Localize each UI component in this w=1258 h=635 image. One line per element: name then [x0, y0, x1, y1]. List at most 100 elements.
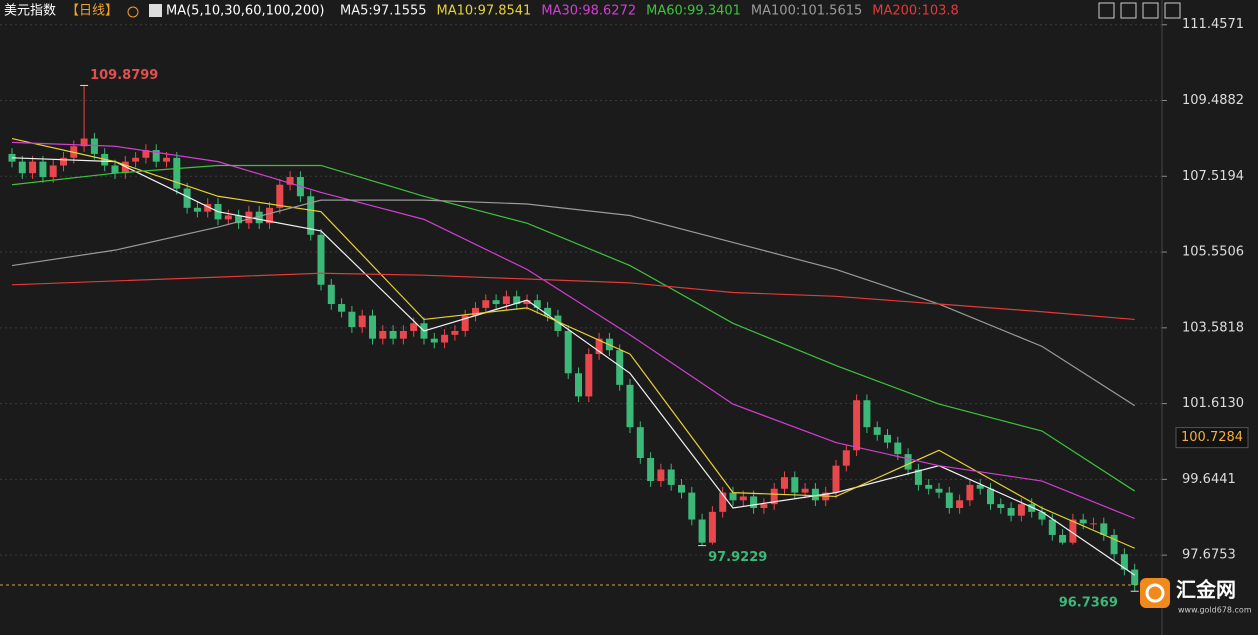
candle-body: [842, 450, 850, 466]
candle-body: [492, 300, 500, 305]
y-tick-label: 111.4571: [1182, 17, 1244, 32]
legend-entry: MA5:97.1555: [340, 4, 427, 19]
candle-body: [956, 500, 964, 508]
ma-icon[interactable]: [149, 4, 162, 17]
candle-body: [657, 469, 665, 482]
candle-body: [554, 315, 562, 331]
legend-entry: MA200:103.8: [872, 4, 959, 19]
candle-body: [739, 496, 747, 501]
candle-body: [533, 300, 541, 308]
logo-icon: [1140, 578, 1170, 608]
toolbar: [1098, 2, 1181, 19]
y-tick-label: 97.6753: [1182, 548, 1236, 563]
candle-body: [307, 196, 315, 235]
ma-line: [11, 157, 1136, 576]
candle-body: [976, 484, 984, 489]
candle-body: [811, 488, 819, 501]
tool-button[interactable]: [1142, 2, 1159, 19]
candle-body: [935, 488, 943, 493]
candle-body: [616, 350, 624, 385]
candle-body: [884, 434, 891, 443]
low-label: 97.9229: [708, 550, 767, 565]
candle-body: [544, 307, 552, 316]
candle-body: [966, 484, 974, 501]
candle-body: [430, 338, 438, 343]
candle-body: [461, 315, 469, 331]
watermark-url: www.gold678.com: [1178, 606, 1252, 615]
candle-body: [678, 484, 685, 493]
candle-body: [338, 304, 346, 312]
candle-body: [770, 488, 778, 505]
candle-body: [729, 492, 737, 501]
candle-body: [1059, 534, 1067, 543]
candle-body: [781, 477, 788, 489]
candle-body: [1131, 569, 1139, 585]
candle-body: [626, 384, 634, 428]
y-tick-label: 107.5194: [1182, 169, 1244, 184]
candle-body: [647, 457, 655, 482]
y-tick-label: 101.6130: [1182, 396, 1244, 411]
candle-body: [914, 469, 922, 485]
watermark: 汇金网 www.gold678.com: [1140, 578, 1252, 615]
candle-body: [719, 492, 727, 512]
tool-button[interactable]: [1164, 2, 1181, 19]
candle-body: [389, 330, 397, 339]
candle-body: [1028, 504, 1036, 512]
candle-body: [193, 207, 201, 212]
candle-body: [317, 234, 325, 285]
period-icon[interactable]: [127, 6, 139, 18]
ma-line: [11, 199, 1136, 407]
candle-body: [451, 330, 459, 335]
candle-body: [1038, 511, 1046, 520]
price-marker-box: [1175, 427, 1249, 449]
watermark-name: 汇金网: [1176, 578, 1236, 602]
legend-entry: MA100:101.5615: [751, 4, 862, 19]
candle-body: [60, 157, 67, 166]
candle-body: [441, 334, 449, 343]
candle-body: [39, 161, 47, 178]
candle-body: [173, 157, 181, 189]
candle-body: [1069, 519, 1077, 543]
legend-entry: MA30:98.6272: [541, 4, 636, 19]
ma-line: [11, 272, 1135, 321]
candle-body: [904, 454, 912, 470]
candle-body: [997, 504, 1005, 508]
candle-body: [688, 492, 696, 520]
candle-body: [163, 157, 170, 162]
candle-body: [1120, 554, 1128, 570]
legend-entry: MA10:97.8541: [437, 4, 532, 19]
candle-body: [399, 330, 407, 339]
candle-body: [750, 496, 758, 508]
tool-button[interactable]: [1120, 2, 1137, 19]
candle-body: [111, 165, 119, 174]
price-marker-label: 100.7284: [1181, 430, 1243, 445]
candle-body: [121, 161, 129, 174]
candle-body: [564, 330, 572, 374]
candle-body: [873, 427, 881, 435]
candle-body: [80, 138, 88, 147]
low-label: 96.7369: [1059, 596, 1118, 611]
ma-line: [11, 164, 1136, 492]
candle-body: [791, 477, 799, 493]
ma-line: [11, 141, 1135, 520]
y-tick-label: 105.5506: [1182, 245, 1244, 260]
candle-body: [482, 300, 490, 308]
candle-body: [1007, 508, 1015, 516]
candle-body: [410, 323, 418, 331]
candle-body: [369, 315, 376, 339]
candle-body: [235, 215, 243, 224]
candle-body: [472, 307, 479, 316]
candle-body: [327, 284, 335, 305]
candle-body: [1048, 519, 1056, 535]
y-tick-label: 109.4882: [1182, 93, 1244, 108]
legend: 美元指数 【日线】 MA(5,10,30,60,100,200) MA5:97.…: [4, 4, 959, 19]
candle-body: [863, 400, 871, 428]
high-label: 109.8799: [90, 68, 158, 83]
candle-body: [1079, 519, 1087, 524]
tool-button[interactable]: [1098, 2, 1115, 19]
candle-body: [379, 330, 387, 339]
candle-body: [348, 311, 356, 328]
ma-label: MA(5,10,30,60,100,200): [166, 4, 324, 19]
candle-body: [18, 161, 26, 174]
